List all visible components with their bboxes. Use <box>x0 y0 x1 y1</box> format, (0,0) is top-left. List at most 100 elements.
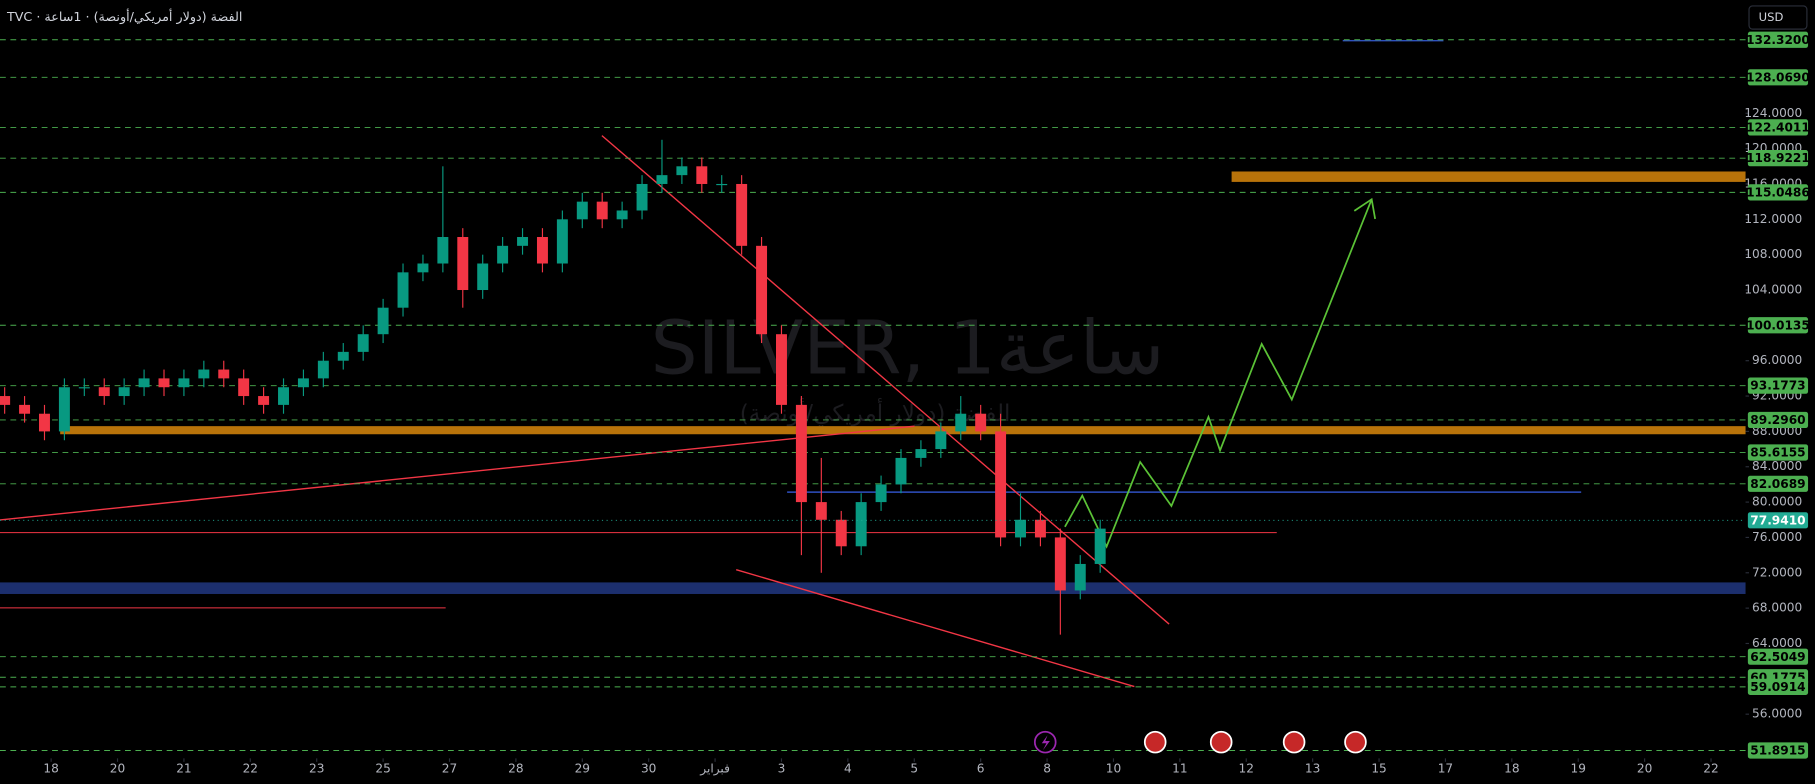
candle-body <box>935 431 947 450</box>
trend-line <box>735 569 1135 688</box>
candle-body <box>377 307 389 335</box>
y-tick-label: 112.0000 <box>1744 212 1802 226</box>
candle-body <box>855 502 867 547</box>
last-price-box <box>1747 512 1809 529</box>
y-tick-label: 108.0000 <box>1744 247 1802 261</box>
level-label: 128.0690 <box>1746 70 1810 84</box>
y-tick-label: 68.0000 <box>1752 601 1802 615</box>
candle-body <box>915 449 927 458</box>
candle-body <box>517 236 529 246</box>
level-label: 59.0914 <box>1750 680 1805 694</box>
candle-body <box>1015 519 1026 538</box>
currency: USD <box>1759 10 1784 24</box>
candle-body <box>178 378 190 388</box>
y-tick-label: 56.0000 <box>1752 707 1802 721</box>
candle-body <box>776 334 787 405</box>
candle-body <box>716 183 728 186</box>
candle-body <box>955 413 967 432</box>
drawings <box>0 39 1746 751</box>
level-label-box <box>1747 742 1809 759</box>
candle-body <box>536 236 548 264</box>
candle-body <box>497 245 509 264</box>
candle-body <box>1034 519 1046 538</box>
level-label: 89.2960 <box>1750 413 1805 427</box>
candle-body <box>636 183 648 211</box>
demand-zone <box>0 582 1746 594</box>
x-tick-label: 11 <box>1172 761 1187 775</box>
candle-body <box>656 175 668 184</box>
candle-body <box>477 263 489 291</box>
candle-body <box>158 378 170 388</box>
candle-body <box>576 201 588 220</box>
candle-body <box>238 378 250 397</box>
candle-body <box>58 387 70 432</box>
candle-body <box>975 413 987 432</box>
candle-body <box>995 431 1007 538</box>
x-tick-label: 30 <box>641 761 656 775</box>
candle-body <box>297 378 309 388</box>
event-icons <box>1033 730 1367 754</box>
level-label: 62.5049 <box>1750 650 1805 664</box>
candle-body <box>696 166 708 184</box>
candle-body <box>19 404 31 414</box>
candle-body <box>98 387 110 397</box>
level-label-box <box>1747 150 1809 167</box>
y-tick-label: 80.0000 <box>1752 495 1802 509</box>
x-tick-label: 17 <box>1438 761 1453 775</box>
y-tick-label: 124.0000 <box>1744 106 1802 120</box>
level-label: 85.6155 <box>1750 446 1805 460</box>
candle-body <box>895 457 907 485</box>
level-label-box <box>1747 31 1809 48</box>
trend-line <box>601 135 1170 625</box>
candle-body <box>118 387 130 397</box>
last-price-label: 77.9410 <box>1750 513 1805 527</box>
level-label-box <box>1747 119 1809 136</box>
candle-body <box>0 396 11 405</box>
x-tick-label: 15 <box>1371 761 1386 775</box>
event-icon[interactable] <box>1209 730 1233 754</box>
candle-body <box>875 484 887 503</box>
level-label-box <box>1747 648 1809 665</box>
event-icon[interactable] <box>1344 730 1367 754</box>
candle-body <box>218 369 230 379</box>
level-label: 93.1773 <box>1750 379 1805 393</box>
event-icon[interactable] <box>1143 730 1167 754</box>
candle-body <box>317 360 329 379</box>
y-tick-label: 96.0000 <box>1752 353 1802 367</box>
level-label-box <box>1747 377 1809 394</box>
x-tick-label: 3 <box>778 761 786 775</box>
candle-body <box>78 387 90 389</box>
candle-body <box>437 236 449 264</box>
support-zone <box>60 426 1746 435</box>
level-label-box <box>1747 184 1809 201</box>
resistance-zone <box>1231 171 1746 182</box>
y-tick-label: 64.0000 <box>1752 636 1802 650</box>
x-tick-label: 27 <box>442 761 457 775</box>
x-tick-label: 23 <box>309 761 324 775</box>
candle-body <box>756 245 768 335</box>
x-tick-label: 20 <box>110 761 125 775</box>
event-icon[interactable] <box>1282 730 1306 754</box>
lightning <box>1041 735 1050 751</box>
y-tick-label: 84.0000 <box>1752 459 1802 473</box>
level-label: 100.0135 <box>1746 318 1810 332</box>
candle-body <box>397 272 409 308</box>
candle-body <box>795 404 807 503</box>
forecast-arrowhead <box>1353 197 1376 220</box>
watermark: SILVER, 1ساعة <box>651 306 1165 392</box>
forecast-path <box>1064 198 1373 549</box>
level-label-box <box>1747 444 1809 461</box>
candle-body <box>596 201 608 220</box>
x-tick-label: 6 <box>977 761 985 775</box>
currency-button[interactable] <box>1748 5 1808 30</box>
candle-body <box>357 334 369 352</box>
candle-body <box>278 387 289 405</box>
level-label-box <box>1747 69 1809 86</box>
candle-body <box>39 413 50 432</box>
level-label-box <box>1747 317 1809 334</box>
candle-body <box>258 396 270 405</box>
x-tick-label: 12 <box>1239 761 1254 775</box>
